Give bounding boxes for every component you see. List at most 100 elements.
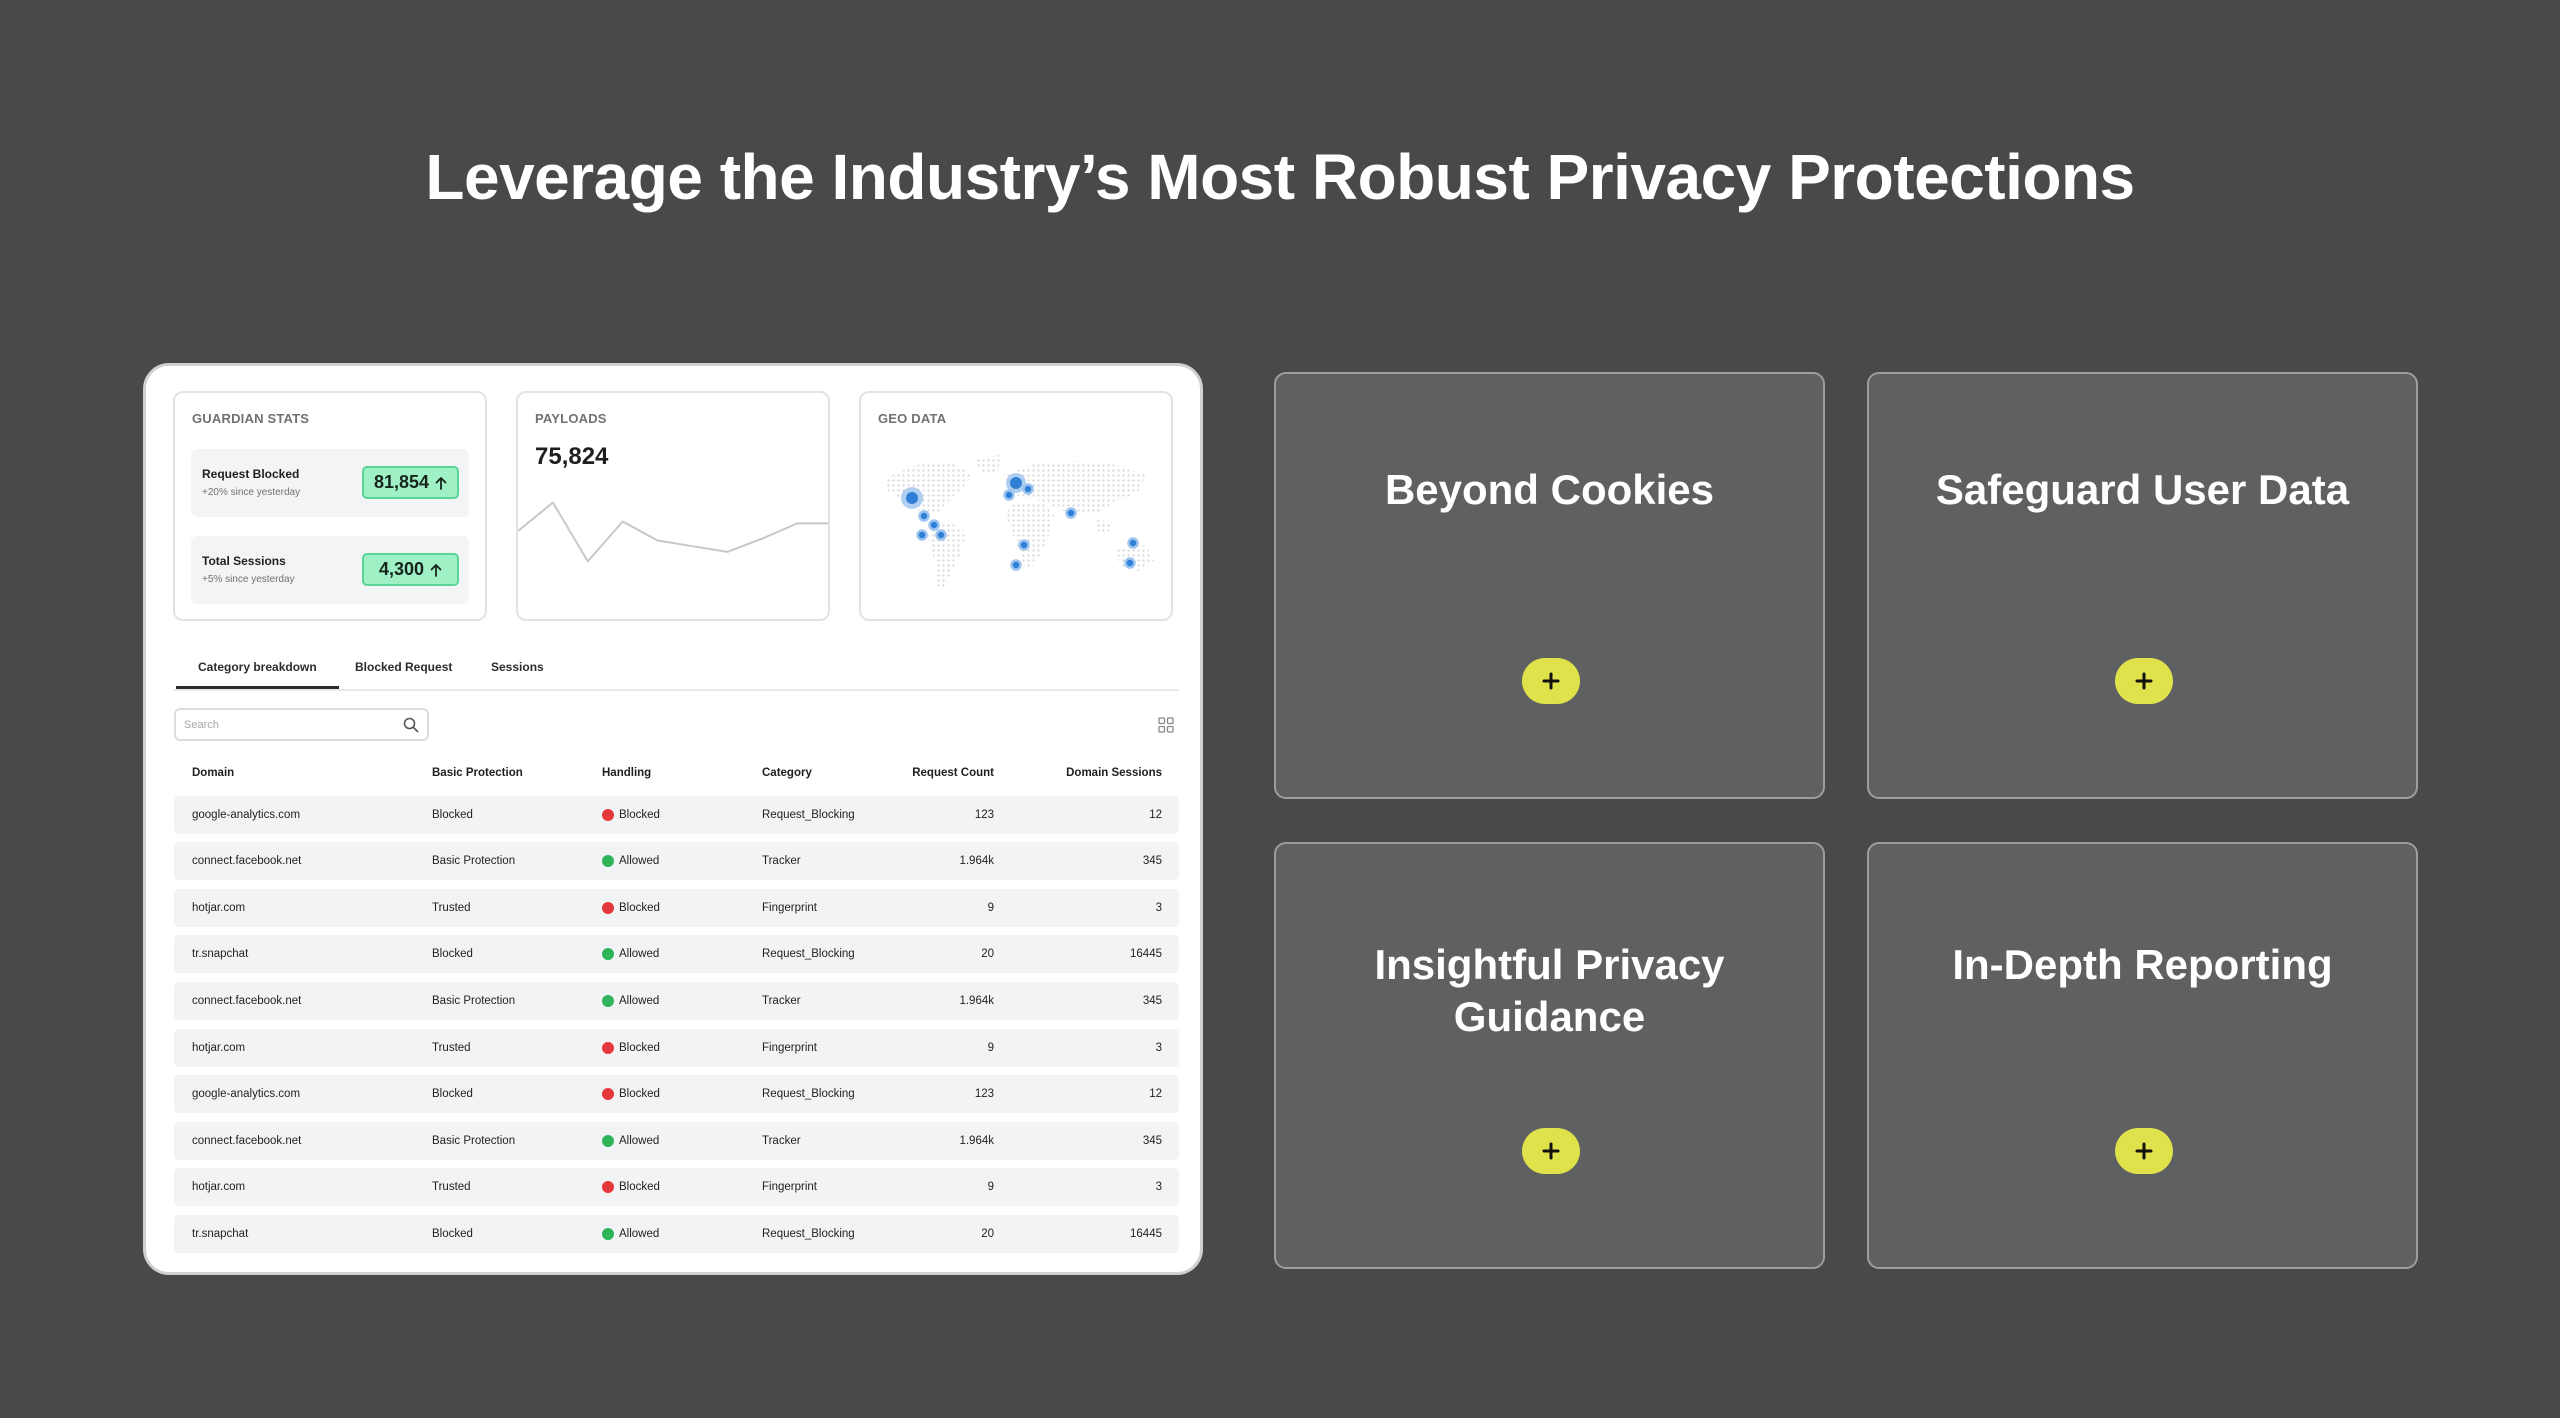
- cell-handling: Allowed: [602, 1122, 659, 1160]
- status-text: Blocked: [619, 1041, 660, 1054]
- status-dot-icon: [602, 901, 614, 914]
- cell-basic-protection: Trusted: [432, 1181, 471, 1194]
- cell-domain-sessions: 16445: [1130, 948, 1162, 961]
- cell-domain: tr.snapchat: [192, 948, 249, 961]
- status-text: Blocked: [619, 1088, 660, 1101]
- expand-button[interactable]: [2115, 658, 2173, 704]
- status-dot-icon: [602, 1181, 614, 1194]
- cell-basic-protection: Blocked: [432, 1227, 473, 1240]
- cell-domain: connect.facebook.net: [192, 855, 302, 868]
- plus-icon: [1542, 672, 1560, 690]
- cell-category: Request_Blocking: [762, 808, 855, 821]
- cell-category: Tracker: [762, 1134, 801, 1147]
- cell-handling: Blocked: [602, 1075, 660, 1113]
- status-text: Allowed: [619, 948, 660, 961]
- cell-category: Fingerprint: [762, 901, 817, 914]
- cell-domain: google-analytics.com: [192, 808, 301, 821]
- payloads-card: PAYLOADS 75,824: [516, 391, 830, 621]
- status-dot-icon: [602, 994, 614, 1007]
- cell-basic-protection: Basic Protection: [432, 1134, 516, 1147]
- feature-tile-safeguard-user-data[interactable]: Safeguard User Data: [1867, 372, 2418, 799]
- feature-title: Safeguard User Data: [1935, 466, 2350, 513]
- column-header[interactable]: Domain Sessions: [1066, 767, 1162, 779]
- cell-domain-sessions: 345: [1142, 1134, 1162, 1147]
- domain-table: Domain Basic Protection Handling Categor…: [174, 759, 1179, 1253]
- cell-handling: Allowed: [602, 982, 659, 1020]
- plus-icon: [2135, 672, 2153, 690]
- status-text: Allowed: [619, 1227, 660, 1240]
- tab-sessions[interactable]: Sessions: [491, 660, 544, 674]
- stat-sub: +5% since yesterday: [202, 574, 295, 585]
- feature-tile-in-depth-reporting[interactable]: In-Depth Reporting: [1867, 842, 2418, 1269]
- status-dot-icon: [602, 855, 614, 868]
- cell-domain: tr.snapchat: [192, 1227, 249, 1240]
- column-header[interactable]: Request Count: [912, 767, 994, 779]
- cell-request-count: 1.964k: [959, 855, 994, 868]
- cell-request-count: 9: [987, 901, 994, 914]
- cell-handling: Blocked: [602, 796, 660, 834]
- table-row[interactable]: connect.facebook.net Basic Protection Allo…: [174, 1121, 1179, 1160]
- column-header[interactable]: Basic Protection: [432, 767, 523, 779]
- cell-domain-sessions: 3: [1155, 901, 1162, 914]
- geo-data-title: GEO DATA: [878, 411, 947, 426]
- cell-basic-protection: Blocked: [432, 1088, 473, 1101]
- cell-handling: Allowed: [602, 842, 659, 880]
- table-row[interactable]: google-analytics.com Blocked Blocked Reques…: [174, 795, 1179, 834]
- status-dot-icon: [602, 1134, 614, 1147]
- status-dot-icon: [602, 808, 614, 821]
- status-text: Blocked: [619, 901, 660, 914]
- cell-request-count: 20: [981, 1227, 994, 1240]
- cell-category: Fingerprint: [762, 1041, 817, 1054]
- total-sessions-stat: Total Sessions +5% since yesterday 4,300: [191, 536, 469, 604]
- guardian-stats-card: GUARDIAN STATS Request Blocked +20% sinc…: [173, 391, 487, 621]
- cell-handling: Allowed: [602, 935, 659, 973]
- stat-value-badge: 81,854: [362, 466, 459, 499]
- stat-value: 4,300: [378, 559, 425, 579]
- cell-handling: Blocked: [602, 1029, 660, 1067]
- payloads-title: PAYLOADS: [535, 411, 607, 426]
- column-header[interactable]: Handling: [602, 767, 652, 779]
- stat-label: Total Sessions: [202, 554, 286, 568]
- search-input[interactable]: [184, 715, 384, 735]
- cell-basic-protection: Trusted: [432, 1041, 471, 1054]
- expand-button[interactable]: [2115, 1128, 2173, 1174]
- table-row[interactable]: hotjar.com Trusted Blocked Fingerprint 9 3: [174, 888, 1179, 927]
- tab-category-breakdown[interactable]: Category breakdown: [176, 660, 339, 689]
- column-header[interactable]: Domain: [192, 767, 235, 779]
- tab-blocked-request[interactable]: Blocked Request: [355, 660, 453, 674]
- feature-tile-insightful-privacy-guidance[interactable]: Insightful Privacy Guidance: [1274, 842, 1825, 1269]
- geo-data-card: GEO DATA: [859, 391, 1173, 621]
- cell-domain: google-analytics.com: [192, 1088, 301, 1101]
- table-row[interactable]: connect.facebook.net Basic Protection Allo…: [174, 842, 1179, 881]
- stat-value: 81,854: [373, 472, 430, 492]
- cell-domain-sessions: 16445: [1130, 1227, 1162, 1240]
- column-header[interactable]: Category: [762, 767, 812, 779]
- feature-tile-beyond-cookies[interactable]: Beyond Cookies: [1274, 372, 1825, 799]
- search-icon[interactable]: [403, 717, 419, 733]
- feature-title: Insightful Privacy Guidance: [1374, 941, 1725, 1040]
- expand-button[interactable]: [1522, 658, 1580, 704]
- cell-request-count: 1.964k: [959, 994, 994, 1007]
- status-text: Allowed: [619, 1134, 660, 1147]
- table-row[interactable]: tr.snapchat Blocked Allowed Request_Blockin…: [174, 935, 1179, 974]
- table-row[interactable]: hotjar.com Trusted Blocked Fingerprint 9 3: [174, 1028, 1179, 1067]
- cell-request-count: 123: [974, 1088, 994, 1101]
- cell-category: Request_Blocking: [762, 948, 855, 961]
- request-blocked-stat: Request Blocked +20% since yesterday 81,…: [191, 449, 469, 517]
- cell-request-count: 20: [981, 948, 994, 961]
- table-row[interactable]: connect.facebook.net Basic Protection Allo…: [174, 981, 1179, 1020]
- cell-request-count: 123: [974, 808, 994, 821]
- cell-basic-protection: Blocked: [432, 948, 473, 961]
- cell-domain-sessions: 3: [1155, 1041, 1162, 1054]
- table-row[interactable]: google-analytics.com Blocked Blocked Reques…: [174, 1075, 1179, 1114]
- table-row[interactable]: hotjar.com Trusted Blocked Fingerprint 9 3: [174, 1168, 1179, 1207]
- status-text: Allowed: [619, 855, 660, 868]
- grid-icon[interactable]: [1158, 717, 1174, 733]
- guardian-stats-title: GUARDIAN STATS: [192, 411, 310, 426]
- expand-button[interactable]: [1522, 1128, 1580, 1174]
- status-dot-icon: [602, 948, 614, 961]
- status-text: Blocked: [619, 1181, 660, 1194]
- table-row[interactable]: tr.snapchat Blocked Allowed Request_Blockin…: [174, 1214, 1179, 1253]
- cell-category: Tracker: [762, 994, 801, 1007]
- cell-request-count: 9: [987, 1041, 994, 1054]
